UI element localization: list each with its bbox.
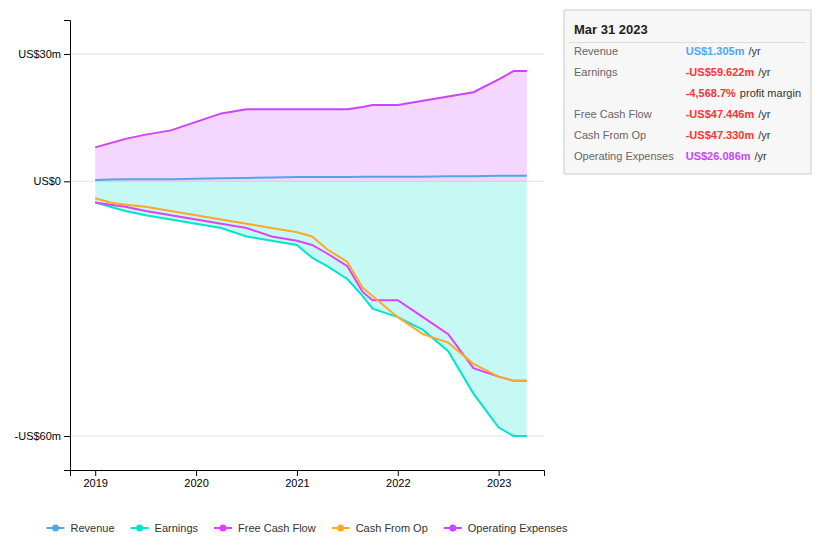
info-panel-box [564,10,811,174]
y-tick-mark [64,436,70,437]
legend-item: Revenue [47,522,115,534]
chart: Mar 31 2023 Revenue US$1.305m/yr Earnings -U… [0,0,821,560]
legend-marker [449,525,456,532]
legend-label: Earnings [155,522,199,534]
y-tick-label: US$0 [33,175,61,187]
info-label: profit margin [740,87,801,99]
legend-label: Revenue [71,522,115,534]
y-axis-line [64,21,71,471]
legend-item: Cash From Op [332,522,428,534]
y-tick-label: US$30m [18,48,61,60]
x-axis-line [71,471,545,477]
x-axis: 2019 2020 2021 2022 2023 [71,470,545,489]
info-label: Free Cash Flow [574,108,652,120]
info-separator [569,42,806,43]
info-label: /yr [758,66,771,78]
grid-line [70,436,544,437]
info-value: US$1.305m [686,45,745,57]
info-value: US$26.086m [686,150,751,162]
grid [70,54,544,436]
line [95,203,527,436]
grid-line [70,53,544,54]
y-tick-mark [64,181,70,182]
legend-marker [136,525,143,532]
legend-marker [220,525,227,532]
line [95,176,527,180]
info-value: -US$47.446m [686,108,755,120]
y-tick-mark [64,54,70,55]
info-value: -US$59.622m [686,66,755,78]
area [95,181,527,436]
info-label: /yr [758,108,771,120]
x-tick: 2022 [386,470,410,489]
x-tick-mark [196,470,197,476]
y-tick-label: -US$60m [15,430,61,442]
x-tick-mark [297,470,298,476]
legend-item: Operating Expenses [444,522,568,534]
legend: Revenue Earnings Free Cash Flow Cash From O… [47,522,568,534]
area [95,71,527,181]
info-label: Operating Expenses [574,150,674,162]
legend-marker [337,525,344,532]
x-tick-label: 2023 [487,477,511,489]
info-label: /yr [755,150,768,162]
y-tick: US$0 [33,175,70,187]
x-tick-mark [499,470,500,476]
x-tick: 2020 [184,470,208,489]
info-value: -4,568.7% [686,87,736,99]
info-panel: Mar 31 2023 Revenue US$1.305m/yr Earnings -U… [564,10,811,174]
legend-item: Earnings [131,522,199,534]
x-tick: 2023 [487,470,511,489]
y-tick: -US$60m [15,430,70,442]
x-tick-label: 2022 [386,477,410,489]
info-value: -US$47.330m [686,129,755,141]
x-tick-label: 2020 [184,477,208,489]
x-tick-mark [95,470,96,476]
x-tick-mark [398,470,399,476]
legend-label: Cash From Op [356,522,428,534]
legend-marker [52,525,59,532]
legend-item: Free Cash Flow [214,522,316,534]
info-label: /yr [758,129,771,141]
y-axis: US$30m US$0 -US$60m [15,21,71,471]
info-label: /yr [748,45,761,57]
x-tick-label: 2021 [285,477,309,489]
y-tick: US$30m [18,48,70,60]
line [95,71,527,147]
info-label: Cash From Op [574,129,646,141]
legend-label: Operating Expenses [468,522,568,534]
line [95,198,527,381]
info-title: Mar 31 2023 [574,22,648,37]
info-label: Earnings [574,66,618,78]
legend-label: Free Cash Flow [238,522,316,534]
plot-area [95,71,527,436]
x-tick: 2021 [285,470,309,489]
x-tick-label: 2019 [83,477,107,489]
info-label: Revenue [574,45,618,57]
x-tick: 2019 [83,470,107,489]
